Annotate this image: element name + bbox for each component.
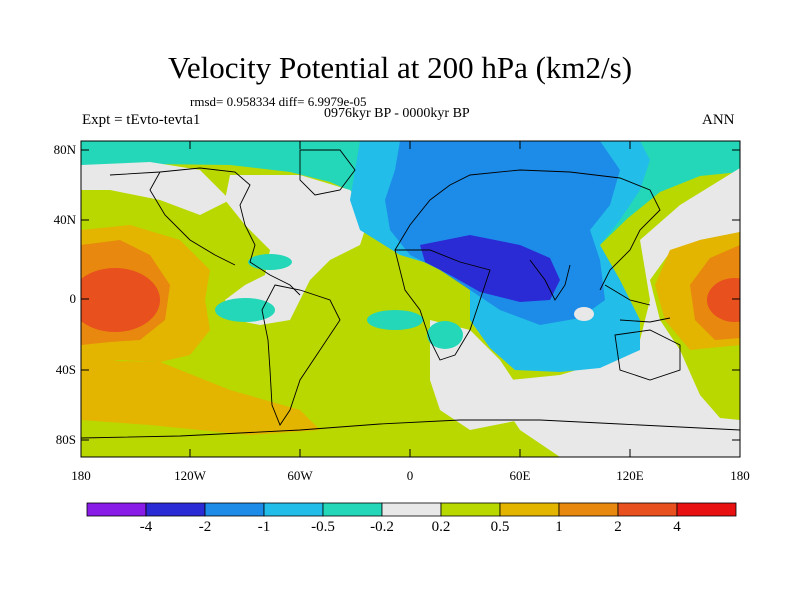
colorbar-swatch (204, 502, 265, 517)
colorbar-swatch (499, 502, 560, 517)
coastlines (81, 149, 740, 439)
colorbar (86, 502, 737, 517)
colorbar-swatch (440, 502, 501, 517)
colorbar-label: -2 (198, 519, 212, 535)
x-tick-label: 180 (71, 468, 91, 483)
x-tick-label: 120E (616, 468, 644, 483)
colorbar-label: -0.5 (311, 519, 335, 535)
y-tick-label: 40N (53, 212, 76, 227)
x-tick-label: 180 (730, 468, 750, 483)
y-tick-label: 80S (55, 432, 76, 447)
contour-field (81, 141, 740, 457)
y-tick-label: 40S (55, 362, 76, 377)
colorbar-swatch (263, 502, 324, 517)
colorbar-swatch (676, 502, 737, 517)
colorbar-label: 1 (555, 519, 563, 535)
y-tick-label: 0 (69, 291, 77, 306)
colorbar-swatch (322, 502, 383, 517)
page-title: Velocity Potential at 200 hPa (km2/s) (167, 50, 633, 85)
x-tick-label: 120W (174, 468, 206, 483)
period-line: 0976kyr BP - 0000kyr BP (324, 106, 470, 121)
colorbar-swatch (558, 502, 619, 517)
x-tick-label: 60W (287, 468, 313, 483)
colorbar-swatch (145, 502, 206, 517)
colorbar-label: 2 (614, 519, 622, 535)
axis-ticks (80, 141, 741, 457)
colorbar-label: 0.2 (431, 519, 451, 535)
colorbar-label: -4 (139, 519, 153, 535)
colorbar-swatch (381, 502, 442, 517)
colorbar-label: -1 (257, 519, 271, 535)
colorbar-label: 0.5 (490, 519, 510, 535)
y-tick-label: 80N (53, 142, 76, 157)
expt-label: Expt = tEvto-tevta1 (82, 112, 201, 128)
colorbar-label: -0.2 (370, 519, 394, 535)
colorbar-swatch (617, 502, 678, 517)
stats-line: rmsd= 0.958334 diff= 6.9979e-05 (190, 94, 367, 109)
colorbar-swatch (86, 502, 147, 517)
x-tick-label: 60E (509, 468, 531, 483)
x-tick-label: 0 (406, 468, 414, 483)
colorbar-label: 4 (673, 519, 681, 535)
season-label: ANN (702, 112, 735, 128)
